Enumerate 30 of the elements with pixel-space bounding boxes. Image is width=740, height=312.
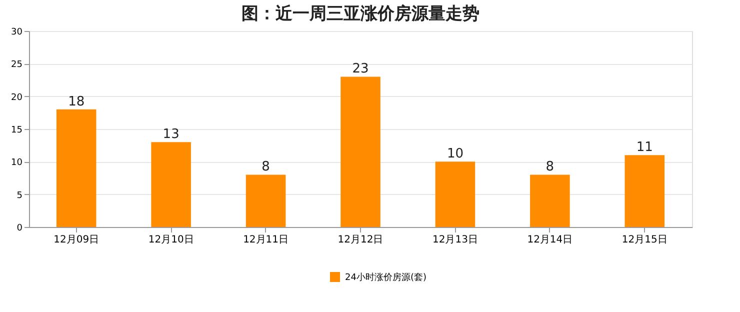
chart-title: 图：近一周三亚涨价房源量走势 bbox=[242, 4, 480, 24]
bar bbox=[151, 142, 191, 227]
data-label: 10 bbox=[446, 146, 464, 162]
x-tick-label: 12月13日 bbox=[432, 234, 478, 246]
y-tick-label: 30 bbox=[11, 28, 23, 38]
data-label: 23 bbox=[352, 62, 369, 77]
data-label: 18 bbox=[68, 94, 85, 110]
bar bbox=[435, 162, 476, 227]
x-tick-label: 12月15日 bbox=[622, 234, 668, 246]
data-label: 8 bbox=[262, 160, 270, 175]
data-label: 13 bbox=[162, 127, 180, 142]
data-label: 8 bbox=[546, 160, 554, 175]
bar bbox=[56, 109, 96, 227]
bar bbox=[530, 174, 570, 227]
x-tick-label: 12月10日 bbox=[148, 234, 194, 246]
x-tick-label: 12月14日 bbox=[527, 234, 573, 246]
bar bbox=[246, 174, 286, 227]
x-tick-label: 12月12日 bbox=[338, 234, 384, 246]
legend-label: 24小时涨价房源(套) bbox=[345, 272, 426, 283]
x-tick-label: 12月09日 bbox=[54, 234, 100, 246]
y-tick-label: 5 bbox=[16, 190, 22, 201]
y-tick-label: 20 bbox=[11, 92, 23, 103]
y-tick-label: 15 bbox=[11, 126, 22, 136]
y-tick-label: 0 bbox=[16, 224, 23, 234]
x-tick-label: 12月11日 bbox=[243, 234, 289, 246]
y-tick-label: 10 bbox=[11, 158, 23, 168]
bar bbox=[340, 76, 380, 227]
bar bbox=[624, 155, 665, 227]
y-tick-label: 25 bbox=[11, 60, 22, 70]
data-label: 11 bbox=[636, 140, 653, 156]
